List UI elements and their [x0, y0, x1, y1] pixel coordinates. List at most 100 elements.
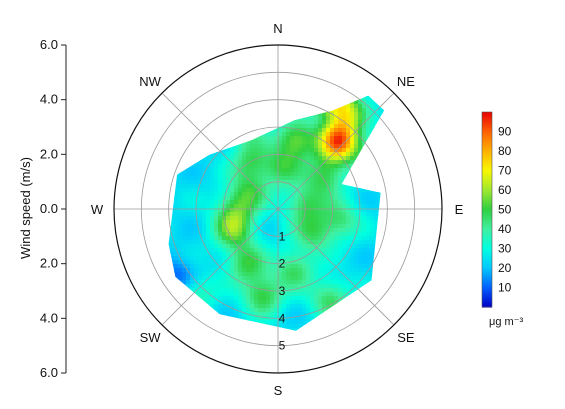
- heat-cell: [374, 196, 379, 201]
- heat-cell: [218, 248, 223, 253]
- heat-cell: [286, 128, 291, 133]
- heat-cell: [310, 216, 315, 221]
- heat-cell: [226, 40, 231, 45]
- heat-cell: [294, 136, 299, 141]
- heat-cell: [346, 240, 351, 245]
- heat-cell: [110, 176, 115, 181]
- heat-cell: [418, 260, 423, 265]
- heat-cell: [286, 216, 291, 221]
- heat-cell: [150, 172, 155, 177]
- heat-cell: [186, 264, 191, 269]
- heat-cell: [318, 96, 323, 101]
- heat-cell: [290, 204, 295, 209]
- heat-cell: [206, 176, 211, 181]
- heat-cell: [342, 208, 347, 213]
- heat-cell: [358, 220, 363, 225]
- heat-cell: [246, 200, 251, 205]
- heat-cell: [274, 200, 279, 205]
- heat-cell: [234, 84, 239, 89]
- heat-cell: [354, 136, 359, 141]
- heat-cell: [222, 248, 227, 253]
- heat-cell: [234, 56, 239, 61]
- heat-cell: [162, 168, 167, 173]
- heat-cell: [298, 160, 303, 165]
- heat-cell: [278, 140, 283, 145]
- heat-cell: [410, 92, 415, 97]
- heat-cell: [118, 204, 123, 209]
- heat-cell: [146, 144, 151, 149]
- heat-cell: [186, 136, 191, 141]
- heat-cell: [338, 104, 343, 109]
- heat-cell: [198, 148, 203, 153]
- heat-cell: [122, 48, 127, 53]
- heat-cell: [168, 216, 171, 221]
- heat-cell: [306, 60, 311, 65]
- heat-cell: [110, 40, 115, 45]
- heat-cell: [350, 88, 355, 93]
- heat-cell: [370, 188, 375, 193]
- heat-cell: [266, 260, 271, 265]
- heat-cell: [442, 256, 447, 261]
- heat-cell: [186, 44, 191, 49]
- heat-cell: [438, 160, 443, 165]
- heat-cell: [430, 100, 435, 105]
- heat-cell: [430, 84, 435, 89]
- heat-cell: [246, 104, 251, 109]
- heat-cell: [438, 76, 443, 81]
- heat-cell: [222, 76, 227, 81]
- heat-cell: [154, 244, 159, 249]
- heat-cell: [182, 76, 187, 81]
- heat-cell: [258, 116, 263, 121]
- heat-cell: [310, 68, 315, 73]
- heat-cell: [314, 100, 319, 105]
- heat-cell: [386, 108, 391, 113]
- heat-cell: [318, 220, 323, 225]
- heat-cell: [178, 188, 183, 193]
- heat-cell: [270, 240, 275, 245]
- heat-cell: [126, 88, 131, 93]
- heat-cell: [350, 144, 355, 149]
- heat-cell: [138, 140, 143, 145]
- heat-cell: [290, 200, 295, 205]
- heat-cell: [446, 56, 451, 61]
- heat-cell: [430, 120, 435, 125]
- heat-cell: [406, 52, 411, 57]
- heat-cell: [262, 88, 267, 93]
- heat-cell: [258, 188, 263, 193]
- heat-cell: [270, 236, 275, 241]
- heat-cell: [354, 220, 359, 225]
- heat-cell: [406, 188, 411, 193]
- heat-cell: [374, 56, 379, 61]
- heat-cell: [202, 96, 207, 101]
- heat-cell: [114, 128, 119, 133]
- heat-cell: [218, 80, 223, 85]
- heat-cell: [254, 164, 259, 169]
- heat-cell: [362, 172, 367, 177]
- heat-cell: [338, 112, 343, 117]
- heat-cell: [202, 208, 207, 213]
- heat-cell: [158, 216, 163, 221]
- heat-cell: [298, 64, 303, 69]
- heat-cell: [202, 220, 207, 225]
- heat-cell: [198, 228, 203, 233]
- heat-cell: [302, 40, 307, 45]
- heat-cell: [438, 72, 443, 77]
- heat-cell: [114, 268, 119, 273]
- heat-cell: [446, 160, 451, 165]
- heat-cell: [114, 132, 119, 137]
- heat-cell: [242, 96, 247, 101]
- heat-cell: [110, 52, 115, 57]
- heat-cell: [406, 112, 411, 117]
- heat-cell: [222, 256, 227, 261]
- heat-cell: [362, 112, 367, 117]
- heat-cell: [354, 68, 359, 73]
- heat-cell: [202, 228, 207, 233]
- heat-cell: [146, 236, 151, 241]
- heat-cell: [398, 112, 403, 117]
- heat-cell: [338, 160, 343, 165]
- heat-cell: [138, 96, 143, 101]
- heat-cell: [246, 272, 251, 277]
- heat-cell: [186, 116, 191, 121]
- heat-cell: [262, 216, 267, 221]
- heat-cell: [114, 52, 119, 57]
